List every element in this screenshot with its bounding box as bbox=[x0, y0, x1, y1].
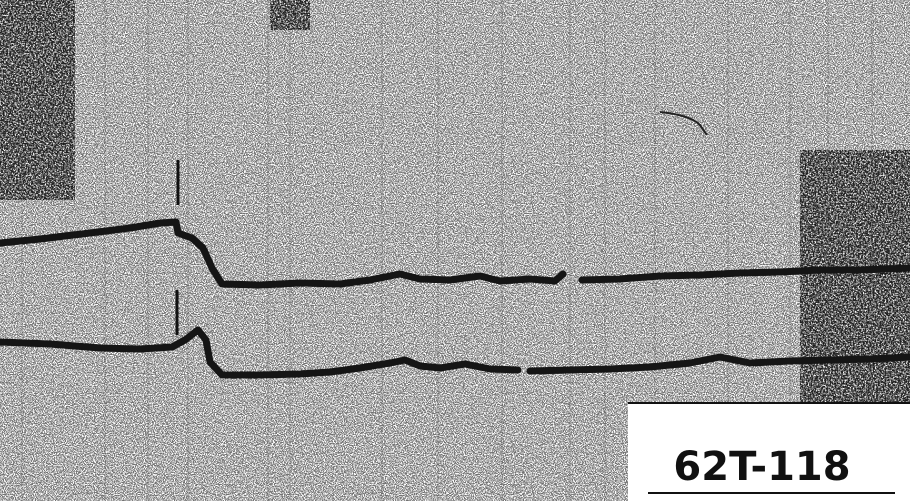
trace-lower bbox=[526, 353, 910, 375]
trace-lower bbox=[0, 326, 522, 379]
dark-patches bbox=[0, 0, 910, 410]
stray-mark bbox=[659, 111, 708, 136]
figure-label: 62T-118 bbox=[673, 444, 850, 490]
trace-upper bbox=[0, 218, 567, 289]
trace-upper bbox=[578, 264, 910, 284]
label-box bbox=[628, 404, 910, 501]
